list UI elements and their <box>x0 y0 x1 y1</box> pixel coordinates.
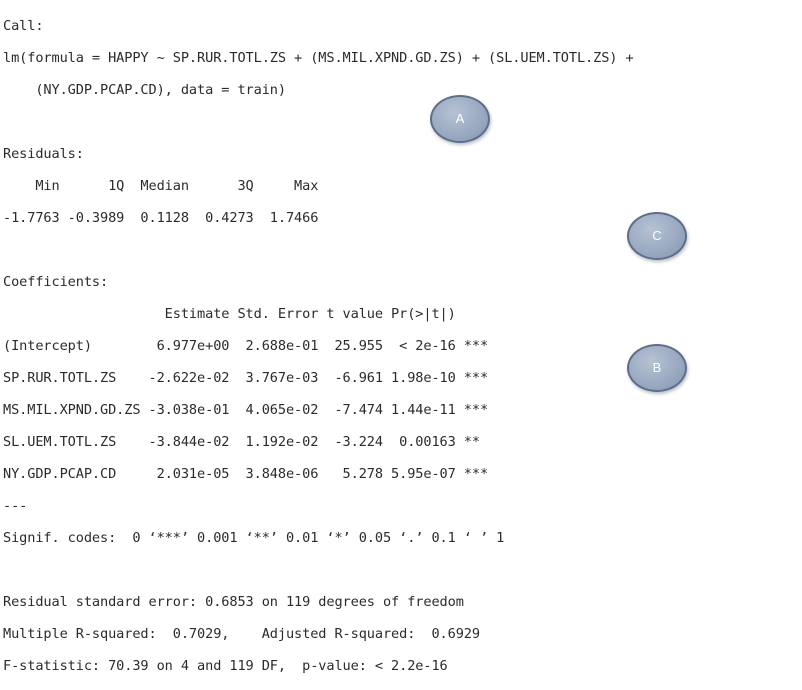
residuals-header: Residuals: <box>3 146 84 162</box>
coef-row-unemployment: SL.UEM.TOTL.ZS -3.844e-02 1.192e-02 -3.2… <box>3 434 489 450</box>
annotation-badge-b: B <box>627 344 687 392</box>
blank-line <box>3 242 634 258</box>
r-squared-line: Multiple R-squared: 0.7029, Adjusted R-s… <box>3 626 489 642</box>
r-console-output: Call: lm(formula = HAPPY ~ SP.RUR.TOTL.Z… <box>3 2 634 690</box>
coef-row-rural: SP.RUR.TOTL.ZS -2.622e-02 3.767e-03 -6.9… <box>3 370 489 386</box>
formula-line-1: lm(formula = HAPPY ~ SP.RUR.TOTL.ZS + (M… <box>3 50 634 66</box>
annotation-badge-a: A <box>430 95 490 143</box>
coef-row-military: MS.MIL.XPND.GD.ZS -3.038e-01 4.065e-02 -… <box>3 402 489 418</box>
signif-codes: Signif. codes: 0 ‘***’ 0.001 ‘**’ 0.01 ‘… <box>3 530 505 546</box>
separator: --- <box>3 498 28 514</box>
annotation-badge-c: C <box>627 212 687 260</box>
blank-line <box>3 114 634 130</box>
residual-standard-error: Residual standard error: 0.6853 on 119 d… <box>3 594 464 610</box>
blank-line <box>3 562 634 578</box>
coef-row-gdp: NY.GDP.PCAP.CD 2.031e-05 3.848e-06 5.278… <box>3 466 489 482</box>
residuals-values: -1.7763 -0.3989 0.1128 0.4273 1.7466 <box>3 210 327 226</box>
residuals-labels: Min 1Q Median 3Q Max <box>3 178 327 194</box>
coef-row-intercept: (Intercept) 6.977e+00 2.688e-01 25.955 <… <box>3 338 489 354</box>
coefficients-column-header: Estimate Std. Error t value Pr(>|t|) <box>3 306 489 322</box>
formula-line-2: (NY.GDP.PCAP.CD), data = train) <box>3 82 286 98</box>
call-header: Call: <box>3 18 44 34</box>
f-statistic-line: F-statistic: 70.39 on 4 and 119 DF, p-va… <box>3 658 448 674</box>
coefficients-header: Coefficients: <box>3 274 109 290</box>
